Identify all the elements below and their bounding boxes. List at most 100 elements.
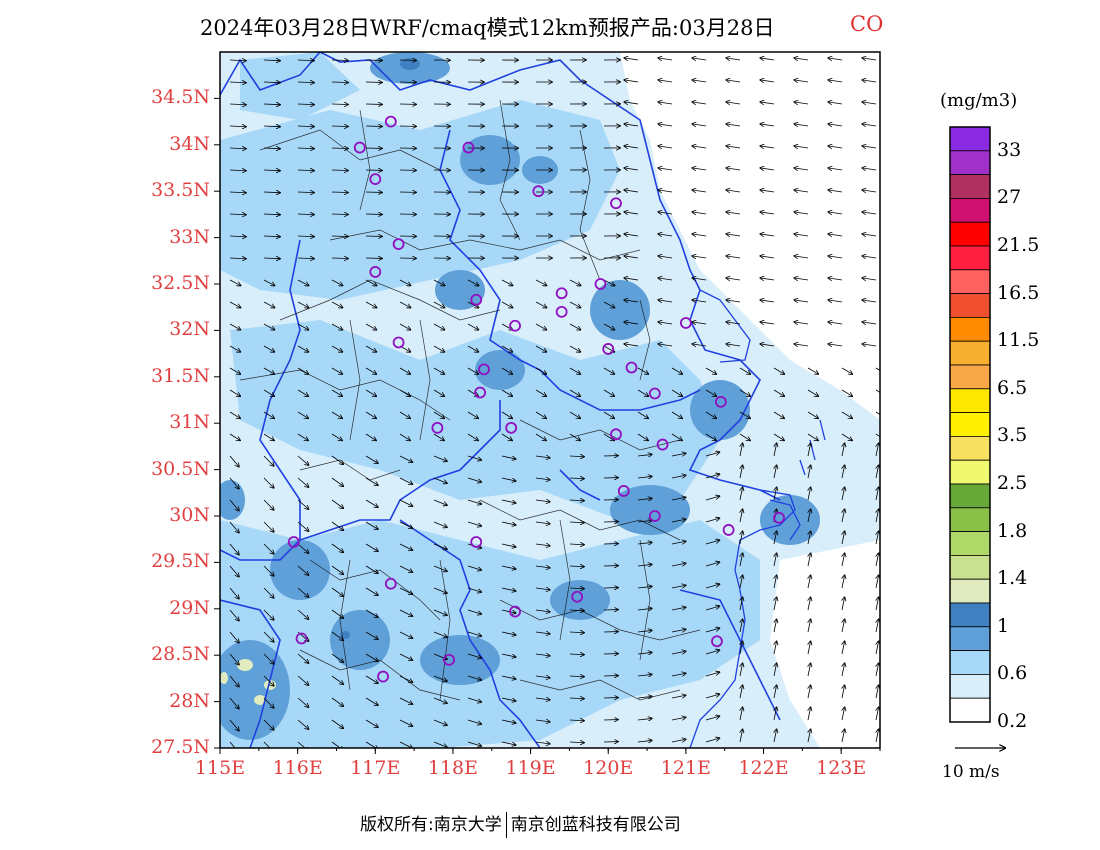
wind-arrow: [774, 619, 777, 633]
wind-arrow: [399, 279, 411, 286]
wind-arrow: [263, 60, 280, 61]
wind-arrow: [399, 543, 413, 550]
field-blob: [220, 520, 760, 748]
colorbar-unit: (mg/m3): [940, 90, 1018, 111]
colorbar-swatch: [949, 507, 991, 532]
wind-arrow: [535, 367, 546, 374]
wind-arrow: [658, 168, 673, 170]
wind-arrow: [705, 367, 716, 374]
wind-arrow: [876, 619, 879, 633]
station-marker: [462, 141, 475, 154]
wind-arrow: [433, 345, 444, 352]
wind-arrow: [692, 234, 707, 236]
wind-arrow: [467, 323, 478, 330]
wind-arrow: [501, 521, 516, 525]
station-marker: [610, 197, 622, 210]
wind-arrow: [501, 719, 516, 723]
wind-arrow: [842, 531, 845, 545]
wind-arrow: [637, 652, 652, 654]
wind-arrow: [658, 102, 673, 104]
wind-arrow: [331, 697, 343, 706]
wind-arrow: [739, 433, 750, 440]
wind-arrow: [692, 300, 707, 302]
wind-arrow: [774, 597, 777, 611]
wind-arrow: [760, 168, 775, 170]
colorbar-tick-label: 21.5: [997, 234, 1040, 256]
wind-arrow: [399, 411, 410, 418]
wind-arrow: [603, 323, 614, 330]
wind-arrow: [297, 148, 314, 149]
wind-arrow: [263, 301, 275, 308]
lat-label: 32.5N: [151, 272, 210, 294]
wind-arrow: [875, 411, 880, 415]
field-patch: [270, 540, 330, 600]
wind-arrow: [637, 630, 652, 632]
station-marker: [571, 590, 584, 603]
wind-arrow: [671, 389, 682, 396]
station-marker: [369, 173, 382, 186]
wind-arrow: [794, 168, 809, 170]
wind-arrow: [535, 588, 550, 590]
wind-arrow: [501, 345, 512, 352]
wind-arrow: [794, 278, 809, 280]
wind-arrow: [658, 300, 673, 302]
wind-arrow: [297, 258, 314, 259]
lon-label: 116E: [272, 757, 323, 779]
lat-label: 27.5N: [151, 736, 210, 758]
wind-arrow: [365, 389, 376, 396]
wind-arrow: [637, 542, 652, 544]
wind-arrow: [671, 411, 682, 418]
wind-arrow: [365, 455, 378, 463]
wind-arrow: [637, 520, 652, 522]
lat-label: 33.5N: [151, 179, 210, 202]
colorbar-swatch: [949, 364, 991, 390]
wind-arrow: [808, 465, 811, 479]
wind-arrow: [862, 102, 877, 104]
wind-arrow: [297, 323, 308, 330]
wind-arrow: [331, 543, 343, 552]
wind-arrow: [433, 367, 444, 374]
wind-arrow: [433, 477, 447, 483]
wind-arrow: [229, 675, 239, 687]
wind-arrow: [331, 609, 343, 618]
wind-arrow: [399, 697, 413, 704]
wind-arrow: [624, 212, 639, 214]
wind-arrow: [467, 697, 481, 702]
wind-arrow: [399, 741, 413, 748]
wind-arrow: [297, 675, 309, 685]
wind-arrow: [726, 256, 741, 258]
wind-arrow: [467, 587, 481, 592]
wind-arrow: [399, 477, 413, 484]
wind-arrow: [365, 719, 378, 727]
colorbar: [949, 126, 991, 723]
wind-arrow: [263, 609, 274, 620]
wind-arrow: [399, 323, 410, 330]
wind-arrow: [828, 344, 843, 346]
wind-arrow: [774, 663, 777, 677]
wind-arrow: [692, 80, 707, 82]
wind-arrow: [862, 58, 877, 60]
wind-arrow: [399, 675, 413, 682]
wind-arrow: [658, 146, 673, 148]
wind-arrow: [794, 212, 809, 214]
wind-arrow: [774, 531, 777, 545]
wind-arrow: [297, 214, 314, 215]
wind-arrow: [399, 455, 413, 462]
wind-arrow: [535, 544, 550, 546]
wind-arrow: [467, 609, 481, 614]
wind-arrow: [569, 654, 584, 655]
wind-arrow: [760, 212, 775, 214]
wind-arrow: [740, 597, 743, 611]
wind-arrow: [229, 719, 239, 731]
wind-arrow: [692, 278, 707, 280]
wind-arrow: [808, 641, 811, 655]
station-marker: [431, 421, 444, 434]
wind-arrow: [624, 102, 639, 104]
wind-arrow: [433, 521, 447, 527]
wind-arrow: [229, 104, 246, 105]
wind-arrow: [569, 345, 580, 352]
wind-arrow: [229, 455, 239, 467]
field-peak: [254, 695, 266, 705]
wind-arrow: [862, 322, 877, 324]
wind-arrow: [467, 411, 478, 418]
